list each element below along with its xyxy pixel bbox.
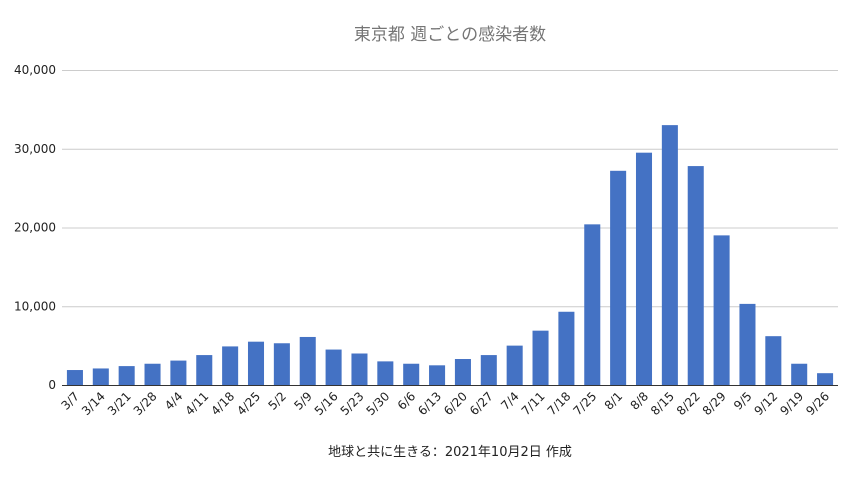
x-tick-label: 9/12 — [751, 389, 780, 418]
x-tick-label: 9/26 — [803, 389, 832, 418]
x-tick-label: 5/16 — [312, 389, 341, 418]
bar — [532, 330, 549, 385]
y-tick-label: 20,000 — [14, 221, 56, 235]
x-tick-label: 6/27 — [467, 389, 496, 418]
y-tick-label: 30,000 — [14, 142, 56, 156]
bar — [739, 303, 756, 385]
x-tick-label: 9/19 — [777, 389, 806, 418]
bar — [791, 363, 808, 385]
bar — [377, 361, 394, 385]
bar — [558, 311, 575, 385]
bar — [222, 346, 239, 385]
x-tick-label: 4/11 — [182, 389, 211, 418]
chart-title: 東京都 週ごとの感染者数 — [354, 25, 546, 45]
bar — [247, 341, 265, 385]
x-tick-label: 6/6 — [395, 389, 419, 413]
bar — [299, 336, 316, 385]
bar — [610, 170, 627, 385]
bar — [196, 355, 213, 385]
x-tick-label: 4/4 — [162, 389, 186, 413]
bar — [661, 125, 678, 385]
x-tick-label: 3/14 — [79, 389, 108, 418]
bar — [584, 224, 601, 385]
x-tick-label: 5/23 — [338, 389, 367, 418]
bar — [144, 363, 161, 385]
x-tick-label: 8/1 — [602, 389, 626, 413]
y-tick-label: 10,000 — [14, 299, 56, 313]
bar — [325, 349, 342, 385]
bar — [403, 363, 420, 385]
bar — [170, 360, 187, 385]
x-tick-label: 7/25 — [570, 389, 599, 418]
x-tick-label: 8/8 — [628, 389, 652, 413]
bar — [480, 355, 497, 385]
bar — [765, 336, 782, 385]
x-axis-caption: 地球と共に生きる：2021年10月2日 作成 — [328, 445, 572, 460]
x-tick-label: 3/7 — [58, 389, 82, 413]
bar — [273, 343, 290, 385]
bar — [713, 235, 730, 385]
x-tick-label: 8/15 — [648, 389, 677, 418]
x-tick-label: 6/13 — [415, 389, 444, 418]
x-axis-ticks: 3/73/143/213/28 4/44/114/184/25 5/2 5/95/16… — [58, 389, 832, 418]
bar — [454, 359, 471, 385]
x-tick-label: 7/4 — [498, 389, 522, 413]
x-tick-label: 5/9 — [291, 389, 315, 413]
bars — [66, 125, 834, 385]
x-tick-label: 5/2 — [265, 389, 289, 413]
x-tick-label: 4/18 — [208, 389, 237, 418]
bar — [506, 345, 523, 385]
x-tick-label: 7/18 — [545, 389, 574, 418]
y-tick-label: 0 — [48, 378, 56, 392]
x-tick-label: 8/29 — [700, 389, 729, 418]
x-tick-label: 3/28 — [131, 389, 160, 418]
x-tick-label: 9/5 — [731, 389, 755, 413]
x-tick-label: 7/11 — [519, 389, 548, 418]
bar — [817, 373, 834, 385]
bar — [429, 365, 446, 385]
x-tick-label: 4/25 — [234, 389, 263, 418]
bar — [66, 370, 83, 385]
x-tick-label: 8/22 — [674, 389, 703, 418]
x-tick-label: 6/20 — [441, 389, 470, 418]
x-tick-label: 5/30 — [363, 389, 392, 418]
bar — [351, 353, 368, 385]
bar — [687, 166, 704, 385]
y-tick-label: 40,000 — [14, 63, 56, 77]
bar — [118, 366, 135, 385]
x-tick-label: 3/21 — [105, 389, 134, 418]
gridlines — [62, 70, 838, 308]
y-axis-ticks: 0 10,000 20,000 30,000 40,000 — [14, 63, 56, 392]
bar — [635, 152, 653, 385]
bar — [92, 368, 109, 385]
